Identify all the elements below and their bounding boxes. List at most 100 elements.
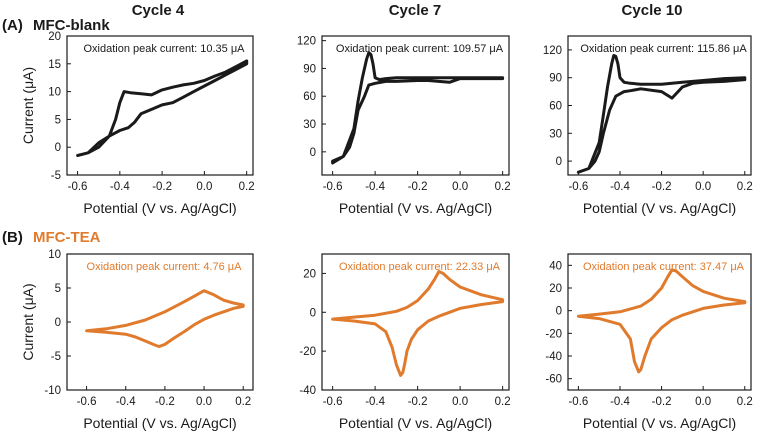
cv-curve bbox=[85, 289, 245, 348]
x-tick-label: -0.4 bbox=[610, 181, 630, 193]
panel-b-title: MFC-TEA bbox=[33, 229, 101, 246]
y-tick-label: 20 bbox=[48, 31, 61, 43]
x-tick-label: 0.0 bbox=[196, 181, 212, 193]
cv-curve bbox=[331, 51, 505, 165]
x-tick-label: -0.2 bbox=[652, 396, 672, 408]
plot-frame bbox=[66, 253, 254, 391]
x-tick-label: -0.2 bbox=[408, 181, 428, 193]
y-tick-label: 10 bbox=[48, 249, 61, 261]
plot-frame bbox=[321, 253, 510, 391]
x-tick-label: -0.2 bbox=[652, 181, 672, 193]
plot-frame bbox=[321, 35, 510, 176]
cv-curve bbox=[576, 268, 747, 374]
panel-a-title: MFC-blank bbox=[33, 17, 110, 34]
x-tick-label: 0.0 bbox=[695, 396, 711, 408]
x-tick-label: -0.2 bbox=[155, 396, 175, 408]
y-tick-label: -60 bbox=[545, 374, 562, 386]
x-axis-label: Potential (V vs. Ag/AgCl) bbox=[83, 200, 236, 216]
subplot-b2: -0.6 -0.4 -0.2 0.0 0.2 -40 -20 0 20 Potential (V … bbox=[299, 253, 511, 431]
x-tick-label: 0.2 bbox=[235, 396, 251, 408]
y-tick-label: 30 bbox=[549, 128, 562, 140]
x-tick-label: -0.6 bbox=[323, 396, 343, 408]
subplot-b3: -0.6 -0.4 -0.2 0.0 0.2 -60 -40 -20 0 20 40 Potentia… bbox=[545, 253, 753, 431]
cv-curve bbox=[576, 54, 747, 174]
subplot-a3: -0.6 -0.4 -0.2 0.0 0.2 0 30 60 90 120 Potential (V… bbox=[543, 35, 753, 216]
x-tick-label: -0.4 bbox=[110, 181, 130, 193]
subplot-a2: -0.6 -0.4 -0.2 0.0 0.2 0 30 60 90 120 Potential (V… bbox=[297, 35, 511, 216]
y-tick-label: -40 bbox=[299, 385, 316, 397]
y-tick-label: -20 bbox=[545, 328, 562, 340]
y-tick-label: -10 bbox=[44, 385, 61, 397]
y-tick-label: 0 bbox=[55, 142, 61, 154]
y-tick-label: 20 bbox=[549, 283, 562, 295]
y-tick-label: 10 bbox=[48, 87, 61, 99]
y-tick-label: 0 bbox=[310, 307, 316, 319]
cv-curve bbox=[331, 270, 505, 377]
subplot-b1: -0.6 -0.4 -0.2 0.0 0.2 -10 -5 0 5 10 Potential (V … bbox=[20, 249, 254, 431]
x-tick-label: -0.6 bbox=[568, 396, 588, 408]
x-axis-label: Potential (V vs. Ag/AgCl) bbox=[583, 415, 736, 431]
y-tick-label: 5 bbox=[55, 283, 61, 295]
oxidation-peak-annotation: Oxidation peak current: 115.86 μA bbox=[580, 43, 747, 55]
y-tick-label: 5 bbox=[55, 114, 61, 126]
oxidation-peak-annotation: Oxidation peak current: 4.76 μA bbox=[87, 261, 243, 273]
oxidation-peak-annotation: Oxidation peak current: 109.57 μA bbox=[336, 43, 504, 55]
y-tick-label: 60 bbox=[303, 91, 316, 103]
y-tick-label: 30 bbox=[303, 119, 316, 131]
x-axis-label: Potential (V vs. Ag/AgCl) bbox=[83, 415, 236, 431]
x-tick-label: 0.0 bbox=[695, 181, 711, 193]
x-tick-label: 0.2 bbox=[239, 181, 255, 193]
y-tick-label: 120 bbox=[543, 45, 562, 57]
x-tick-label: -0.6 bbox=[568, 181, 588, 193]
plot-frame bbox=[66, 35, 254, 176]
y-tick-label: 90 bbox=[549, 73, 562, 85]
y-tick-label: -5 bbox=[51, 170, 61, 182]
x-tick-label: -0.2 bbox=[152, 181, 172, 193]
y-tick-label: 0 bbox=[556, 156, 562, 168]
y-axis-label: Current (μA) bbox=[20, 67, 36, 144]
x-tick-label: -0.4 bbox=[365, 396, 385, 408]
oxidation-peak-annotation: Oxidation peak current: 37.47 μA bbox=[583, 261, 745, 273]
panel-b-label: (B) bbox=[2, 229, 23, 246]
col-title-cycle-4: Cycle 4 bbox=[132, 2, 185, 19]
y-tick-label: 120 bbox=[297, 36, 316, 48]
y-tick-label: 40 bbox=[549, 260, 562, 272]
y-tick-label: -20 bbox=[299, 346, 316, 358]
x-tick-label: -0.6 bbox=[323, 181, 343, 193]
x-tick-label: 0.2 bbox=[495, 396, 511, 408]
col-title-cycle-7: Cycle 7 bbox=[389, 2, 442, 19]
y-tick-label: 60 bbox=[549, 101, 562, 113]
subplot-a1: -0.6 -0.4 -0.2 0.0 0.2 -5 0 5 10 15 20 Potential (V… bbox=[20, 31, 255, 216]
y-tick-label: -40 bbox=[545, 351, 562, 363]
y-tick-label: -5 bbox=[51, 351, 61, 363]
plot-frame bbox=[567, 253, 752, 391]
y-tick-label: 20 bbox=[303, 268, 316, 280]
y-tick-label: 15 bbox=[48, 59, 61, 71]
y-tick-label: 90 bbox=[303, 63, 316, 75]
x-tick-label: -0.2 bbox=[408, 396, 428, 408]
y-axis-label: Current (μA) bbox=[20, 283, 36, 360]
x-tick-label: -0.4 bbox=[365, 181, 385, 193]
y-tick-label: 0 bbox=[310, 147, 316, 159]
x-axis-label: Potential (V vs. Ag/AgCl) bbox=[339, 200, 492, 216]
x-tick-label: 0.0 bbox=[452, 181, 468, 193]
x-axis-label: Potential (V vs. Ag/AgCl) bbox=[339, 415, 492, 431]
x-tick-label: -0.6 bbox=[77, 396, 97, 408]
y-tick-label: 0 bbox=[55, 317, 61, 329]
oxidation-peak-annotation: Oxidation peak current: 22.33 μA bbox=[339, 261, 501, 273]
x-tick-label: 0.2 bbox=[737, 396, 753, 408]
x-tick-label: -0.4 bbox=[610, 396, 630, 408]
col-title-cycle-10: Cycle 10 bbox=[622, 2, 683, 19]
x-tick-label: 0.0 bbox=[196, 396, 212, 408]
x-tick-label: -0.6 bbox=[68, 181, 88, 193]
x-axis-label: Potential (V vs. Ag/AgCl) bbox=[583, 200, 736, 216]
x-tick-label: 0.2 bbox=[495, 181, 511, 193]
oxidation-peak-annotation: Oxidation peak current: 10.35 μA bbox=[83, 43, 245, 55]
x-tick-label: 0.2 bbox=[737, 181, 753, 193]
x-tick-label: -0.4 bbox=[116, 396, 136, 408]
y-tick-label: 0 bbox=[556, 306, 562, 318]
x-tick-label: 0.0 bbox=[452, 396, 468, 408]
cv-curve bbox=[76, 59, 249, 157]
